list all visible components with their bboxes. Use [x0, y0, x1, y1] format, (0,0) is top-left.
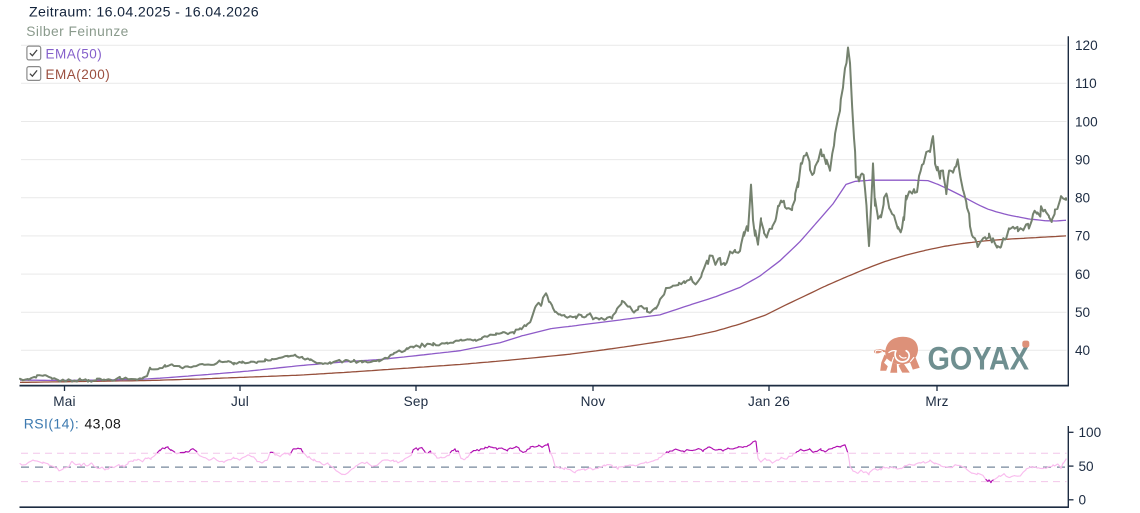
svg-text:EMA(50): EMA(50)	[46, 46, 103, 61]
svg-text:GOYAX: GOYAX	[928, 341, 1030, 377]
svg-text:90: 90	[1075, 152, 1091, 167]
svg-text:EMA(200): EMA(200)	[46, 67, 111, 82]
svg-text:Silber Feinunze: Silber Feinunze	[26, 24, 129, 39]
svg-text:80: 80	[1075, 191, 1091, 206]
svg-text:100: 100	[1079, 425, 1102, 440]
svg-text:Jul: Jul	[231, 394, 249, 409]
svg-text:Mrz: Mrz	[925, 394, 948, 409]
svg-text:0: 0	[1079, 493, 1087, 508]
svg-text:Mai: Mai	[53, 394, 76, 409]
svg-text:110: 110	[1075, 76, 1097, 91]
svg-text:70: 70	[1075, 229, 1091, 244]
svg-text:Jan 26: Jan 26	[748, 394, 790, 409]
svg-text:RSI(14):: RSI(14):	[24, 415, 79, 431]
svg-text:50: 50	[1075, 305, 1091, 320]
svg-text:Sep: Sep	[404, 394, 429, 409]
svg-text:100: 100	[1075, 114, 1098, 129]
svg-text:Zeitraum: 16.04.2025 - 16.04.2: Zeitraum: 16.04.2025 - 16.04.2026	[29, 5, 259, 21]
svg-text:40: 40	[1075, 343, 1091, 358]
svg-text:50: 50	[1079, 459, 1095, 474]
svg-text:60: 60	[1075, 267, 1091, 282]
svg-text:120: 120	[1075, 38, 1098, 53]
svg-text:43,08: 43,08	[85, 415, 122, 431]
svg-text:Nov: Nov	[581, 394, 606, 409]
